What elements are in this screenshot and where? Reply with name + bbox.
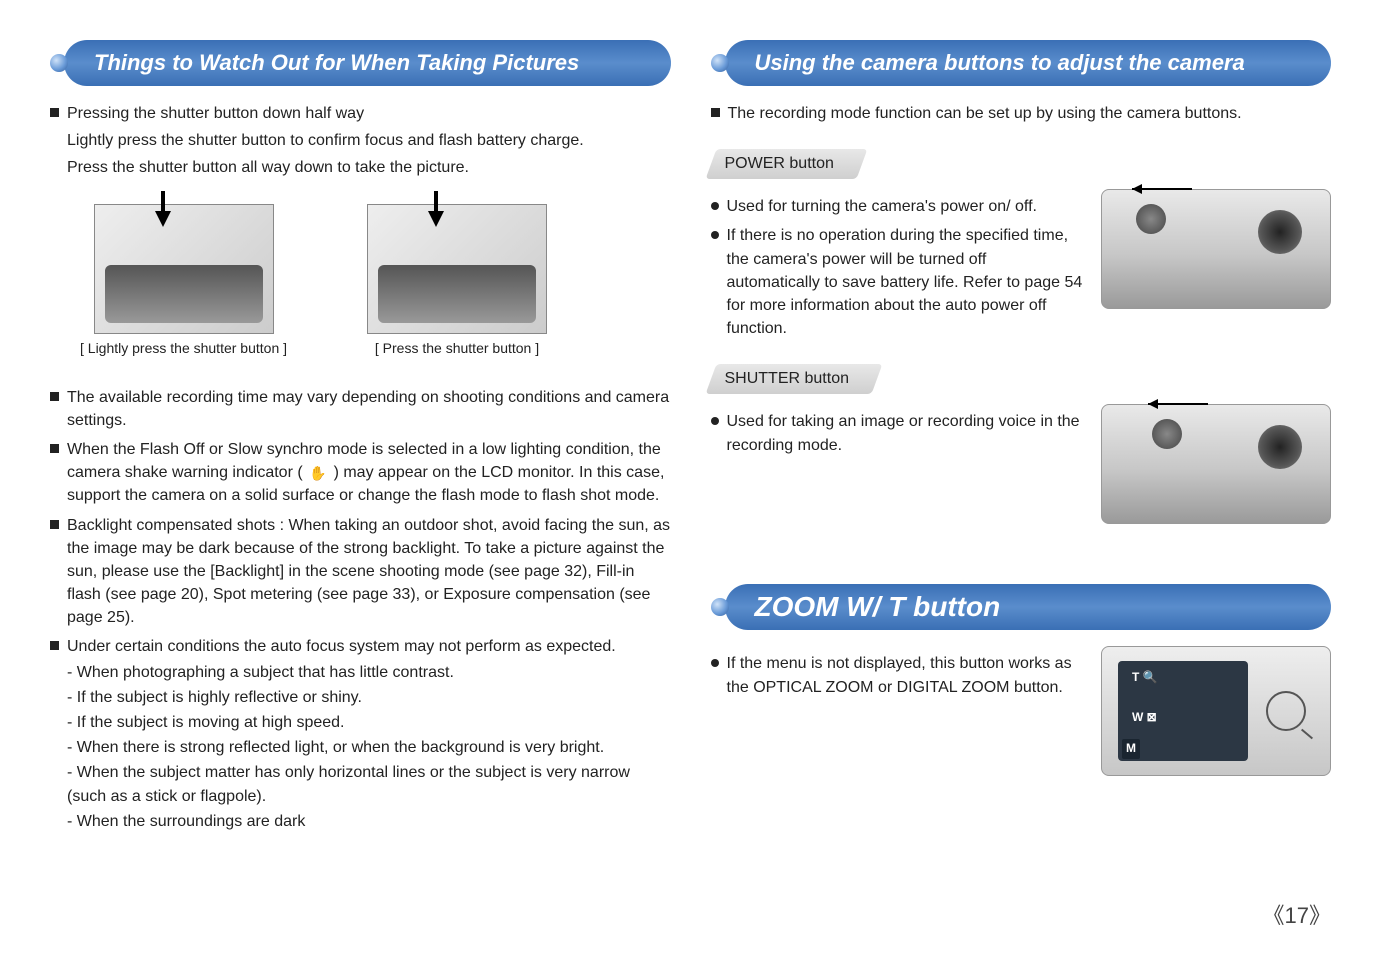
square-bullet-icon <box>50 108 59 117</box>
bullet-backlight: Backlight compensated shots : When takin… <box>67 514 671 630</box>
square-bullet-icon <box>50 641 59 650</box>
press-image <box>367 204 547 334</box>
right-title-1: Using the camera buttons to adjust the c… <box>755 50 1245 76</box>
bullet-autofocus: Under certain conditions the auto focus … <box>67 635 671 658</box>
left-title: Things to Watch Out for When Taking Pict… <box>94 50 579 76</box>
right-header-1: Using the camera buttons to adjust the c… <box>711 40 1332 86</box>
zoom-button-image: T 🔍 W ⊠ M <box>1101 646 1331 776</box>
circle-bullet-icon <box>711 659 719 667</box>
power-b2: If there is no operation during the spec… <box>727 224 1084 340</box>
page-number: 《17》 <box>1263 898 1331 930</box>
bullet-flash-off: When the Flash Off or Slow synchro mode … <box>67 438 671 508</box>
magnifier-icon <box>1266 691 1306 731</box>
square-bullet-icon <box>50 520 59 529</box>
recording-mode-intro: The recording mode function can be set u… <box>728 102 1242 125</box>
zoom-t-label: T 🔍 <box>1132 669 1158 686</box>
press-caption: [ Press the shutter button ] <box>375 340 539 356</box>
camera-shake-icon: ✋ <box>307 463 329 483</box>
sub-horizontal: - When the subject matter has only horiz… <box>67 761 671 807</box>
shutter-button-label: SHUTTER button <box>711 364 877 394</box>
bullet-recording-time: The available recording time may vary de… <box>67 386 671 432</box>
power-button-image <box>1101 189 1331 309</box>
circle-bullet-icon <box>711 417 719 425</box>
square-bullet-icon <box>50 392 59 401</box>
right-header-2: ZOOM W/ T button <box>711 584 1332 630</box>
lightly-caption: [ Lightly press the shutter button ] <box>80 340 287 356</box>
zoom-m-label: M <box>1122 739 1140 758</box>
zoom-title: ZOOM W/ T button <box>755 591 1001 623</box>
shutter-image-row: [ Lightly press the shutter button ] [ P… <box>80 204 671 356</box>
zoom-w-label: W ⊠ <box>1132 709 1157 726</box>
left-header: Things to Watch Out for When Taking Pict… <box>50 40 671 86</box>
sub-contrast: - When photographing a subject that has … <box>67 661 671 684</box>
power-b1: Used for turning the camera's power on/ … <box>727 195 1037 218</box>
sub-moving: - If the subject is moving at high speed… <box>67 711 671 734</box>
zoom-b1: If the menu is not displayed, this butto… <box>727 652 1084 698</box>
header-pill: Things to Watch Out for When Taking Pict… <box>64 40 671 86</box>
sub-dark: - When the surroundings are dark <box>67 810 671 833</box>
square-bullet-icon <box>711 108 720 117</box>
header-dot-icon <box>711 54 729 72</box>
power-button-label: POWER button <box>711 149 862 179</box>
sub-reflected-light: - When there is strong reflected light, … <box>67 736 671 759</box>
lightly-press-image <box>94 204 274 334</box>
sub-reflective: - If the subject is highly reflective or… <box>67 686 671 709</box>
press-half-line1: Lightly press the shutter button to conf… <box>67 129 584 152</box>
header-dot-icon <box>711 598 729 616</box>
square-bullet-icon <box>50 444 59 453</box>
shutter-button-image <box>1101 404 1331 524</box>
circle-bullet-icon <box>711 202 719 210</box>
circle-bullet-icon <box>711 231 719 239</box>
header-dot-icon <box>50 54 68 72</box>
press-half-line2: Press the shutter button all way down to… <box>67 156 584 179</box>
press-half-heading: Pressing the shutter button down half wa… <box>67 102 584 125</box>
shutter-b1: Used for taking an image or recording vo… <box>727 410 1084 456</box>
